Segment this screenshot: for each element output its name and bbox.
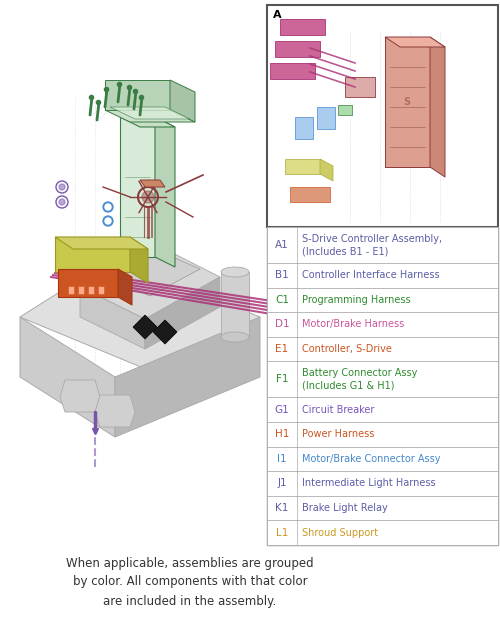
Polygon shape [221, 272, 249, 337]
Text: Programming Harness: Programming Harness [302, 295, 410, 305]
Text: Intermediate Light Harness: Intermediate Light Harness [302, 478, 436, 488]
Bar [267, 288, 498, 312]
Bar [267, 520, 498, 545]
Polygon shape [270, 63, 315, 79]
Text: Motor/Brake Connector Assy: Motor/Brake Connector Assy [302, 454, 440, 464]
Polygon shape [20, 317, 115, 437]
Polygon shape [95, 395, 135, 427]
Polygon shape [20, 257, 260, 377]
Polygon shape [155, 117, 175, 267]
Polygon shape [55, 237, 148, 249]
Polygon shape [58, 269, 118, 297]
Polygon shape [60, 380, 100, 412]
Text: Brake Light Relay: Brake Light Relay [302, 503, 388, 513]
Polygon shape [95, 245, 200, 296]
Circle shape [142, 191, 154, 203]
Bar [267, 337, 498, 361]
Bar [267, 446, 498, 471]
Polygon shape [320, 159, 333, 181]
Polygon shape [385, 37, 445, 47]
Bar [404, 343, 416, 361]
Bar [267, 227, 498, 263]
Polygon shape [105, 110, 195, 122]
Text: Motor/Brake Harness: Motor/Brake Harness [302, 320, 404, 329]
Text: S: S [404, 97, 410, 107]
Bar [267, 471, 498, 496]
Polygon shape [80, 287, 145, 349]
Circle shape [59, 184, 65, 190]
Bar [267, 5, 498, 227]
Polygon shape [170, 80, 195, 122]
Polygon shape [110, 107, 190, 119]
Text: E1: E1 [276, 344, 288, 354]
Text: F1: F1 [276, 374, 288, 384]
Bar [390, 339, 402, 357]
Bar [267, 398, 498, 422]
Polygon shape [285, 159, 320, 174]
Polygon shape [105, 80, 170, 110]
Circle shape [363, 335, 387, 359]
Polygon shape [120, 117, 175, 127]
Text: Controller Interface Harness: Controller Interface Harness [302, 270, 440, 280]
Text: A: A [273, 10, 281, 20]
Polygon shape [385, 37, 430, 167]
Text: C1: C1 [275, 295, 289, 305]
Text: L1: L1 [276, 528, 288, 538]
Text: Battery Connector Assy
(Includes G1 & H1): Battery Connector Assy (Includes G1 & H1… [302, 368, 418, 391]
Polygon shape [338, 105, 352, 115]
Polygon shape [153, 320, 177, 344]
Polygon shape [345, 77, 375, 97]
Polygon shape [140, 180, 165, 187]
Text: H1: H1 [275, 429, 289, 440]
Bar [267, 263, 498, 288]
Bar [267, 496, 498, 520]
Bar [98, 286, 104, 294]
Polygon shape [115, 317, 260, 437]
Circle shape [103, 216, 113, 226]
Polygon shape [317, 107, 335, 129]
Polygon shape [320, 117, 334, 127]
Bar [267, 361, 498, 398]
Text: J1: J1 [277, 478, 287, 488]
Text: K1: K1 [276, 503, 288, 513]
Text: Shroud Support: Shroud Support [302, 528, 378, 538]
Polygon shape [55, 237, 130, 272]
Text: D1: D1 [274, 320, 289, 329]
Circle shape [103, 202, 113, 212]
Polygon shape [145, 277, 220, 349]
Bar [267, 422, 498, 446]
Polygon shape [118, 269, 132, 305]
Polygon shape [295, 117, 313, 139]
Text: B1: B1 [275, 270, 289, 280]
Text: Controller, S-Drive: Controller, S-Drive [302, 344, 392, 354]
Polygon shape [280, 19, 325, 35]
Bar [68, 286, 74, 294]
Polygon shape [80, 244, 220, 319]
Text: Circuit Breaker: Circuit Breaker [302, 404, 374, 414]
Bar [78, 286, 84, 294]
Circle shape [105, 218, 111, 224]
Polygon shape [120, 117, 155, 257]
Bar [267, 227, 498, 545]
Bar [430, 337, 445, 359]
Circle shape [105, 204, 111, 210]
Polygon shape [133, 315, 157, 339]
Polygon shape [430, 37, 445, 177]
Ellipse shape [221, 332, 249, 342]
Text: G1: G1 [274, 404, 289, 414]
Text: A1: A1 [275, 240, 289, 250]
Bar [267, 312, 498, 337]
Text: S-Drive Controller Assembly,
(Includes B1 - E1): S-Drive Controller Assembly, (Includes B… [302, 234, 442, 256]
Polygon shape [290, 187, 330, 202]
Polygon shape [130, 237, 148, 283]
Ellipse shape [221, 267, 249, 277]
Polygon shape [275, 41, 320, 57]
Bar [418, 347, 430, 365]
Text: When applicable, assemblies are grouped
by color. All components with that color: When applicable, assemblies are grouped … [66, 557, 314, 608]
Text: I1: I1 [277, 454, 287, 464]
Bar [445, 343, 460, 365]
Bar [88, 286, 94, 294]
Circle shape [59, 199, 65, 205]
Text: Power Harness: Power Harness [302, 429, 374, 440]
